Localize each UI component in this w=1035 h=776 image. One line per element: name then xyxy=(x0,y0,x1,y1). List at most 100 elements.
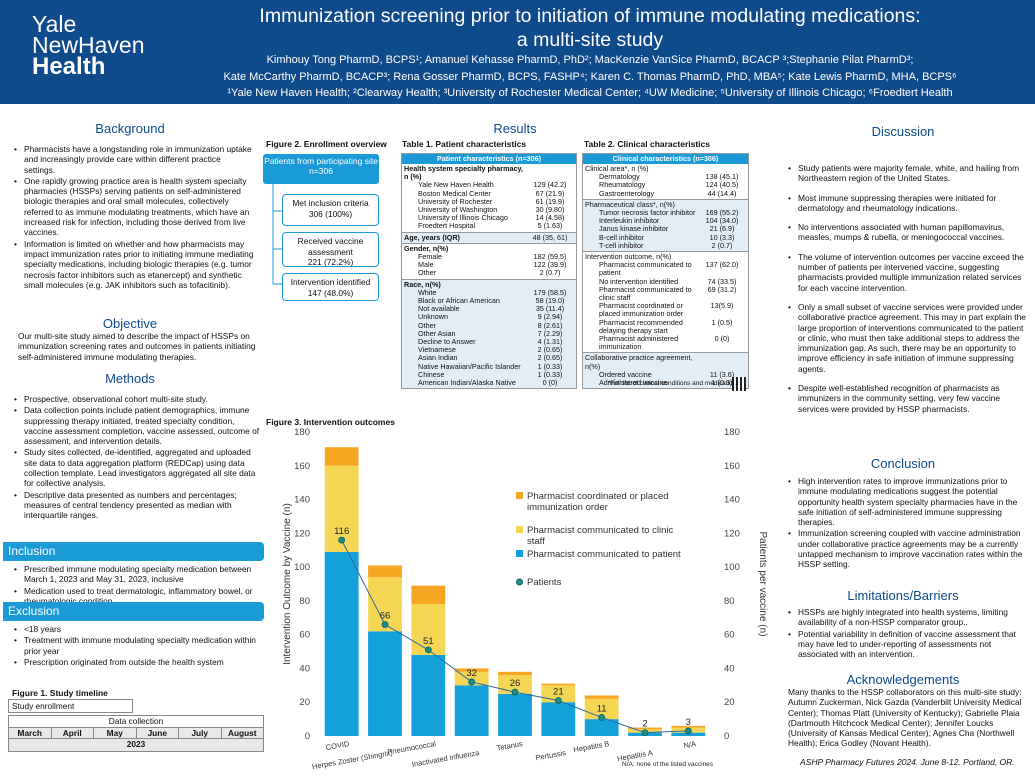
category-label: COVID xyxy=(325,739,351,752)
table-row: Age, years (IQR) 48 (35, 61) xyxy=(402,232,576,242)
table-row: University of Washington 30 (9.80) xyxy=(402,205,576,215)
table-row: Froedtert Hospital 5 (1.63) xyxy=(402,222,576,230)
patients-point xyxy=(598,714,606,721)
row-label: B-cell inhibitor xyxy=(599,232,645,242)
table-row: Intervention outcome, n(%) xyxy=(583,252,748,262)
y-tick-label: 40 xyxy=(299,663,310,674)
row-label: University of Washington xyxy=(418,205,498,215)
background-section: Pharmacists have a longstanding role in … xyxy=(14,144,254,291)
row-value: 2 (0.65) xyxy=(537,353,563,363)
patients-point xyxy=(424,646,432,654)
bar-segment xyxy=(454,668,489,672)
affiliations-line: ¹Yale New Haven Health; ²Clearway Health… xyxy=(227,87,953,99)
legend-swatch xyxy=(516,526,523,533)
row-value: 2 (0.7) xyxy=(711,240,733,250)
bar-segment xyxy=(584,695,619,699)
table-row: Clinical area*, n (%) xyxy=(583,164,748,173)
authors-line: Kate McCarthy PharmD, BCACP³; Rena Gosse… xyxy=(223,70,957,83)
qr-code-icon[interactable] xyxy=(732,377,746,391)
enrollment-box-inclusion: Met inclusion criteria 306 (100%) xyxy=(282,194,379,226)
patients-data-label: 3 xyxy=(686,717,691,728)
logo-line: NewHaven xyxy=(32,32,145,58)
table-row: Dermatology 138 (45.1) xyxy=(583,172,748,181)
conclusion-bullets: High intervention rates to improve immun… xyxy=(788,476,1028,570)
table-group: Race, n(%) White 179 (58.5) Black or Africa… xyxy=(402,278,576,389)
category-label: Herpes Zoster (Shingrix) xyxy=(311,748,394,770)
bullet-item: No interventions associated with human p… xyxy=(788,222,1028,243)
background-bullets: Pharmacists have a longstanding role in … xyxy=(14,144,254,290)
patients-data-label: 2 xyxy=(642,719,647,730)
y2-tick-label: 0 xyxy=(724,731,729,742)
y2-tick-label: 100 xyxy=(724,562,740,573)
bullet-item: Despite well-established recognition of … xyxy=(788,383,1028,414)
patients-point xyxy=(468,678,476,686)
row-label: Other xyxy=(418,268,436,278)
table-group: Pharmaceutical class*, n(%) Tumor necrosi… xyxy=(583,198,748,252)
table2-header: Clinical characteristics (n=306) xyxy=(583,154,748,164)
discussion-bullets: Study patients were majority female, whi… xyxy=(788,163,1028,414)
poster-header: Yale NewHaven Health Immunization screen… xyxy=(0,0,1035,104)
row-value: 122 (39.9) xyxy=(533,260,567,270)
row-label: Rheumatology xyxy=(599,180,646,190)
row-value: 1 (0.33) xyxy=(537,369,563,379)
row-label: Decline to Answer xyxy=(418,337,476,347)
table-group: Health system specialty pharmacy, n (%) Y… xyxy=(402,164,576,232)
limitations-title: Limitations/Barriers xyxy=(847,588,959,603)
conclusion-section: High intervention rates to improve immun… xyxy=(788,476,1028,571)
row-value: 10 (3.3) xyxy=(709,232,735,242)
y2-tick-label: 120 xyxy=(724,528,740,539)
table-row: Other 8 (2.61) xyxy=(402,321,576,330)
row-label: Vietnamese xyxy=(418,345,456,355)
figure3-label: Figure 3. Intervention outcomes xyxy=(266,417,395,427)
y-tick-label: 160 xyxy=(294,461,310,472)
row-value: 2 (0.7) xyxy=(539,268,561,278)
enrollment-box-label: Received vaccine assessment xyxy=(297,236,364,257)
row-label: Asian Indian xyxy=(418,353,458,363)
table-row: Other 2 (0.7) xyxy=(402,269,576,277)
table-row: Other Asian 7 (2.29) xyxy=(402,329,576,338)
month-label: July xyxy=(179,727,222,738)
row-label: Not available xyxy=(418,304,460,314)
table-row: Janus kinase inhibitor 21 (6.9) xyxy=(583,225,748,233)
inclusion-title: Inclusion xyxy=(3,542,264,561)
row-label: Chinese xyxy=(418,369,445,379)
y2-tick-label: 40 xyxy=(724,663,735,674)
enrollment-box-label: Met inclusion criteria xyxy=(292,198,369,208)
row-label: Pharmacist administered immunization xyxy=(599,334,679,352)
row-label: University of Illinois Chicago xyxy=(418,213,508,223)
row-label: Administered vaccine xyxy=(599,378,668,388)
row-value: 129 (42.2) xyxy=(533,180,567,190)
enrollment-top-label: Patients from participating site xyxy=(264,156,378,166)
enrollment-top-box: Patients from participating site n=306 xyxy=(263,154,379,184)
bar-segment xyxy=(498,671,532,676)
table-row: Health system specialty pharmacy, n (%) xyxy=(402,164,576,181)
table-row: Interleukin inhibitor 104 (34.0) xyxy=(583,217,748,225)
row-label: Janus kinase inhibitor xyxy=(599,224,669,234)
row-value: 124 (40.5) xyxy=(705,180,739,190)
row-value: 169 (55.2) xyxy=(705,208,739,218)
month-label: April xyxy=(52,727,94,738)
table-row: Boston Medical Center 67 (21.9) xyxy=(402,189,576,198)
bullet-item: Descriptive data presented as numbers an… xyxy=(14,490,264,521)
table-row: Black or African American 58 (19.0) xyxy=(402,296,576,305)
clinical-characteristics-table: Clinical characteristics (n=306) Clinica… xyxy=(582,153,749,390)
table-row: American Indian/Alaska Native 0 (0) xyxy=(402,378,576,387)
bullet-item: <18 years xyxy=(14,624,264,635)
bullet-item: Most immune suppressing therapies were i… xyxy=(788,193,1028,214)
table-row: Race, n(%) xyxy=(402,280,576,289)
timeline-grid: Data collection March April May June July Aug… xyxy=(8,715,264,752)
row-value: 1 (0.3) xyxy=(711,378,733,388)
year-row: 2023 xyxy=(9,739,263,751)
row-value: 74 (33.5) xyxy=(707,276,737,286)
row-value xyxy=(696,354,748,370)
discussion-section: Study patients were majority female, whi… xyxy=(788,163,1028,423)
row-label: University of Rochester xyxy=(418,196,493,206)
bar-segment xyxy=(454,685,489,736)
row-label: Age, years (IQR) xyxy=(404,232,460,242)
row-value: 1 (0.33) xyxy=(537,361,563,371)
row-value: 44 (14.4) xyxy=(707,188,737,198)
row-label: Intervention outcome, n(%) xyxy=(585,252,672,262)
legend-swatch xyxy=(516,550,523,557)
month-row: March April May June July August xyxy=(9,727,263,739)
limitations-section: HSSPs are highly integrated into health … xyxy=(788,607,1028,660)
